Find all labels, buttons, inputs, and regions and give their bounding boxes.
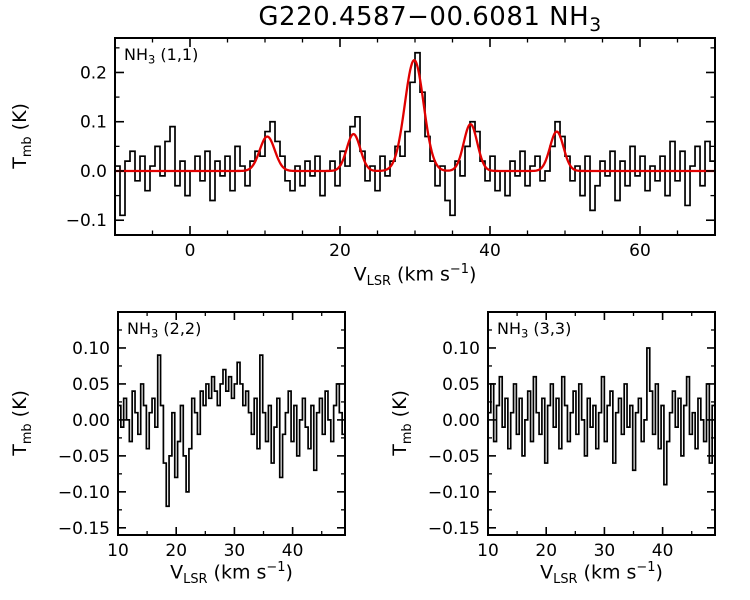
panel-annotation-nh3_1_1: NH3 (1,1) — [124, 45, 198, 67]
panel-border-nh3_1_1 — [114, 37, 716, 236]
y-tick-label: 0.10 — [72, 339, 110, 359]
fit-curve-nh3_1_1 — [115, 59, 715, 173]
spectrum-trace-nh3_2_2 — [118, 354, 345, 508]
xlabel-mid: (km s — [391, 263, 450, 286]
x-tick-label: 0 — [185, 241, 196, 261]
xlabel-prefix: V — [540, 561, 554, 584]
spectrum-trace-nh3_3_3 — [488, 347, 715, 486]
x-tick-label: 60 — [629, 241, 651, 261]
xlabel-sup: −1 — [449, 262, 469, 277]
ylabel-nh3-22: Tmb (K) — [9, 363, 35, 483]
y-tick-label: 0.0 — [80, 162, 107, 182]
xlabel-nh3-11: VLSR (km s−1) — [115, 262, 715, 289]
xlabel-mid: (km s — [207, 561, 267, 584]
x-tick-label: 40 — [282, 541, 304, 561]
xlabel-suffix: ) — [285, 561, 293, 584]
y-tick-label: 0.05 — [442, 375, 480, 395]
x-tick-label: 20 — [329, 241, 351, 261]
y-tick-label: −0.10 — [428, 483, 480, 503]
xlabel-sup: −1 — [266, 560, 286, 575]
ylabel-sub: mb — [399, 423, 415, 445]
xlabel-nh3-22: VLSR (km s−1) — [118, 560, 345, 587]
panel-border-nh3_3_3 — [487, 311, 716, 536]
xlabel-sup: −1 — [636, 560, 656, 575]
x-tick-label: 10 — [477, 541, 499, 561]
y-tick-label: 0.10 — [442, 339, 480, 359]
panel-annotation-nh3_3_3: NH3 (3,3) — [497, 319, 571, 341]
title-sub: 3 — [589, 15, 602, 37]
ylabel-prefix: T — [9, 444, 32, 456]
xlabel-prefix: V — [353, 263, 367, 286]
ylabel-suffix: (K) — [9, 103, 32, 137]
y-tick-label: 0.05 — [72, 375, 110, 395]
ylabel-suffix: (K) — [9, 390, 32, 424]
y-tick-label: −0.10 — [58, 483, 110, 503]
xlabel-prefix: V — [170, 561, 184, 584]
x-tick-label: 20 — [535, 541, 557, 561]
ylabel-sub: mb — [19, 136, 35, 158]
x-tick-label: 20 — [165, 541, 187, 561]
y-tick-label: −0.05 — [58, 447, 110, 467]
y-tick-label: 0.00 — [72, 411, 110, 431]
ylabel-suffix: (K) — [389, 390, 412, 424]
xlabel-suffix: ) — [655, 561, 663, 584]
y-tick-label: 0.00 — [442, 411, 480, 431]
xlabel-sub: LSR — [553, 572, 578, 588]
x-tick-label: 10 — [107, 541, 129, 561]
y-tick-label: −0.05 — [428, 447, 480, 467]
y-tick-label: 0.2 — [80, 63, 107, 83]
x-tick-label: 40 — [479, 241, 501, 261]
ylabel-sub: mb — [19, 423, 35, 445]
ylabel-nh3-11: Tmb (K) — [9, 76, 35, 196]
xlabel-suffix: ) — [468, 263, 477, 286]
ylabel-prefix: T — [9, 157, 32, 169]
figure-title: G220.4587−00.6081 NH3 — [130, 2, 730, 36]
panel-border-nh3_2_2 — [117, 311, 346, 536]
y-tick-label: −0.15 — [58, 519, 110, 539]
spectrum-trace-nh3_1_1 — [115, 51, 715, 217]
xlabel-sub: LSR — [366, 274, 391, 290]
x-tick-label: 40 — [652, 541, 674, 561]
y-tick-label: −0.15 — [428, 519, 480, 539]
ylabel-nh3-33: Tmb (K) — [389, 363, 415, 483]
xlabel-nh3-33: VLSR (km s−1) — [488, 560, 715, 587]
panel-annotation-nh3_2_2: NH3 (2,2) — [127, 319, 201, 341]
y-tick-label: 0.1 — [80, 113, 107, 133]
xlabel-mid: (km s — [577, 561, 637, 584]
x-tick-label: 30 — [594, 541, 616, 561]
y-tick-label: −0.1 — [66, 211, 107, 231]
title-text: G220.4587−00.6081 NH — [258, 2, 590, 32]
xlabel-sub: LSR — [183, 572, 208, 588]
ylabel-prefix: T — [389, 444, 412, 456]
x-tick-label: 30 — [224, 541, 246, 561]
